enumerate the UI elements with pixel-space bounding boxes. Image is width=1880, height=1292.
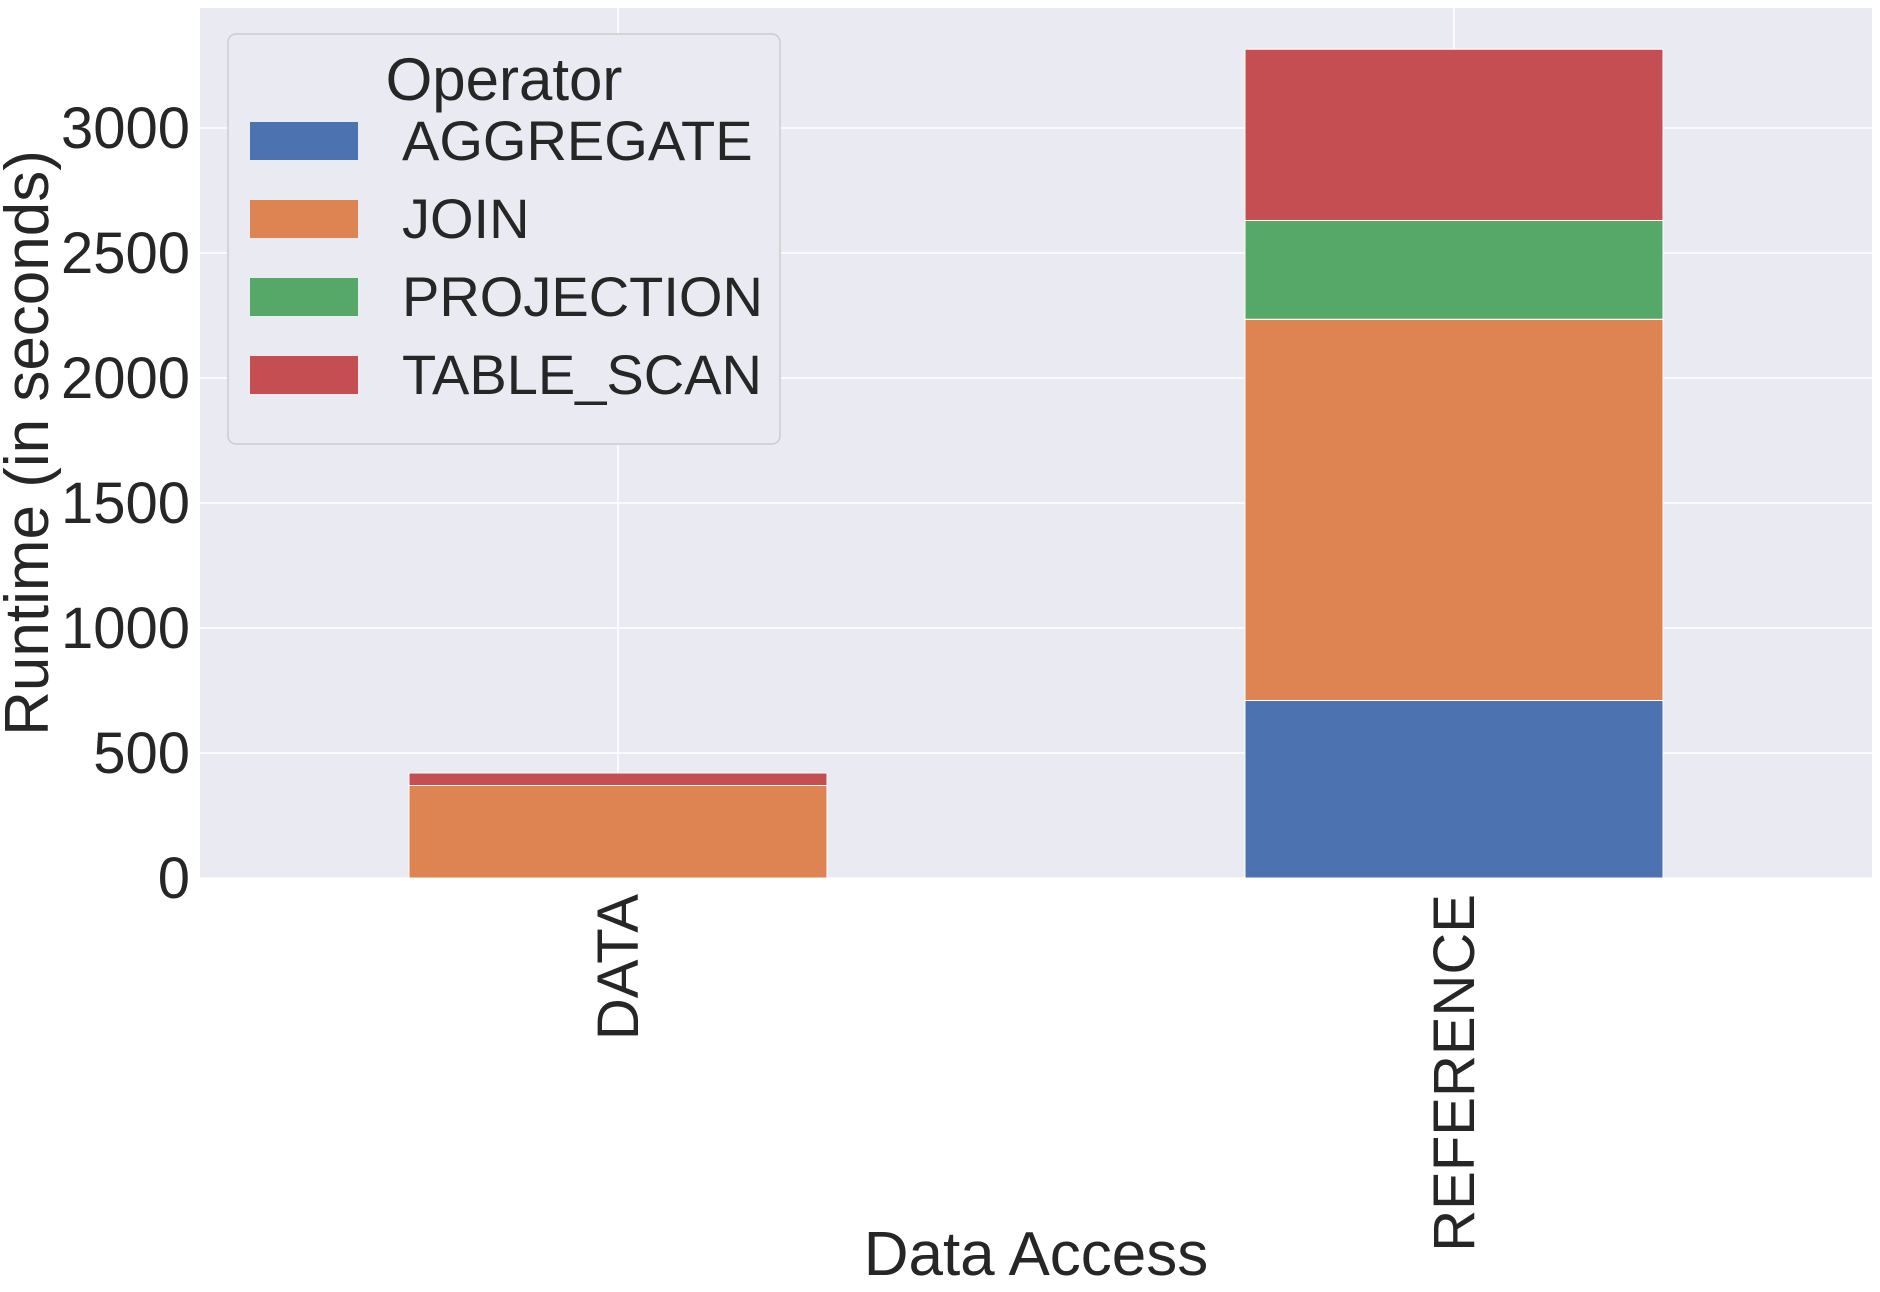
bars [408, 48, 1664, 879]
legend-label: PROJECTION [402, 265, 763, 328]
y-tick-label: 500 [93, 721, 190, 786]
x-tick-label: DATA [586, 894, 651, 1040]
y-tick-label: 1500 [61, 471, 190, 536]
y-axis-title: Runtime (in seconds) [0, 150, 62, 736]
y-tick-label: 0 [158, 846, 190, 911]
x-axis-title: Data Access [864, 1220, 1209, 1289]
bar-segment-join [408, 785, 828, 879]
legend-swatch [250, 122, 358, 160]
legend-label: AGGREGATE [402, 109, 753, 172]
legend-label: TABLE_SCAN [402, 343, 762, 406]
bar-segment-table-scan [408, 772, 828, 786]
legend-title: Operator [386, 46, 623, 113]
y-tick-label: 2500 [61, 221, 190, 286]
x-tick-label: REFERENCE [1422, 894, 1487, 1252]
legend-box [227, 33, 781, 445]
y-tick-label: 1000 [61, 596, 190, 661]
legend: Operator AGGREGATE JOIN PROJECTION TABLE_SC… [227, 33, 781, 445]
bar-segment-aggregate [1244, 700, 1664, 879]
legend-swatch [250, 356, 358, 394]
bar-segment-projection [1244, 220, 1664, 320]
y-tick-label: 3000 [61, 96, 190, 161]
legend-label: JOIN [402, 187, 530, 250]
legend-swatch [250, 278, 358, 316]
bar-segment-table-scan [1244, 48, 1664, 221]
legend-items: AGGREGATE JOIN PROJECTION TABLE_SCAN [250, 109, 763, 406]
bar-segment-join [1244, 318, 1664, 701]
y-tick-label: 2000 [61, 346, 190, 411]
legend-swatch [250, 200, 358, 238]
x-axis-ticks: DATA REFERENCE [586, 894, 1487, 1252]
y-axis-ticks: 0 500 1000 1500 2000 2500 3000 [61, 96, 190, 911]
